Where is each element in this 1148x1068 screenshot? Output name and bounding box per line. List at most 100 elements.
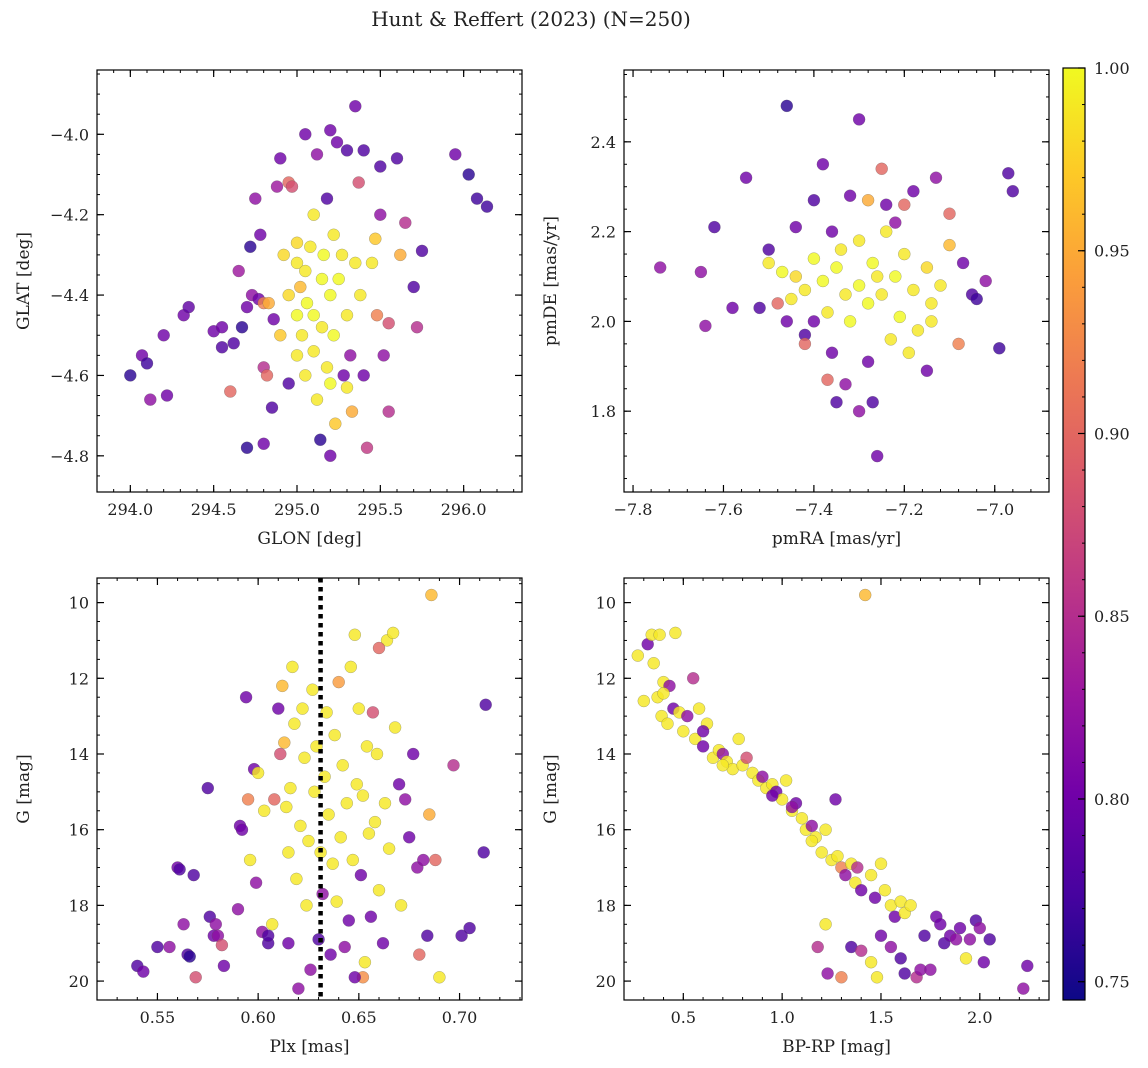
data-point (861, 297, 875, 310)
data-point (232, 264, 245, 278)
data-point (403, 831, 416, 844)
data-point (322, 808, 335, 821)
data-point (310, 148, 324, 161)
figure-title: Hunt & Reffert (2023) (N=250) (371, 7, 691, 31)
data-point (217, 959, 231, 973)
y-tick-label: 16 (69, 821, 89, 840)
data-point (274, 329, 287, 342)
data-point (830, 396, 843, 409)
data-point (904, 899, 917, 912)
data-point (834, 243, 848, 256)
data-point (348, 628, 361, 641)
data-point (382, 842, 396, 855)
x-tick-label: 295.5 (357, 500, 403, 519)
data-point (692, 702, 706, 715)
data-point (344, 660, 357, 674)
data-point (861, 355, 875, 368)
data-point (677, 725, 690, 738)
data-point (334, 831, 347, 844)
data-point (463, 921, 476, 935)
data-point (374, 208, 387, 221)
data-point (335, 248, 349, 262)
x-tick-label: −7.6 (704, 500, 743, 519)
data-point (647, 657, 660, 670)
data-point (696, 740, 710, 753)
data-point (953, 921, 967, 935)
data-point (187, 868, 200, 882)
data-point (779, 774, 793, 787)
data-point (756, 770, 769, 783)
x-axis-label: BP-RP [mag] (782, 1037, 891, 1057)
data-point (328, 728, 341, 742)
data-point (240, 441, 254, 454)
data-point (284, 781, 297, 795)
data-point (762, 243, 775, 256)
data-point (124, 369, 137, 382)
data-point (878, 884, 892, 897)
data-point (350, 778, 363, 791)
data-point (336, 759, 349, 772)
data-point (776, 265, 789, 279)
data-point (354, 868, 368, 882)
data-point (479, 698, 492, 711)
data-point (789, 220, 802, 234)
data-point (349, 256, 362, 270)
data-point (356, 789, 370, 802)
data-point (299, 264, 312, 278)
data-point (740, 751, 753, 764)
data-point (317, 248, 330, 262)
data-point (831, 850, 844, 863)
data-point (631, 649, 644, 662)
data-point (332, 272, 345, 286)
data-point (282, 288, 295, 302)
data-point (330, 895, 343, 908)
data-point (296, 702, 309, 715)
data-point (771, 297, 784, 310)
data-point (337, 369, 350, 382)
data-point (934, 279, 947, 292)
data-point (880, 225, 893, 238)
data-point (282, 377, 295, 390)
data-point (300, 296, 314, 310)
data-point (815, 846, 828, 859)
y-tick-label: 2.2 (591, 223, 616, 242)
data-point (657, 687, 670, 700)
data-point (240, 300, 254, 314)
data-point (346, 853, 359, 867)
data-point (267, 313, 280, 326)
data-point (307, 208, 320, 221)
data-point (140, 357, 154, 370)
data-point (884, 333, 897, 346)
data-point (324, 124, 337, 137)
colorbar-tick-label: 0.90 (1094, 424, 1130, 443)
data-point (294, 280, 307, 294)
data-point (943, 207, 956, 220)
data-point (880, 198, 893, 211)
data-point (852, 279, 866, 292)
data-point (285, 180, 299, 193)
data-point (681, 709, 694, 723)
data-point (653, 628, 666, 641)
data-point (1017, 982, 1030, 995)
data-point (821, 373, 834, 386)
colorbar-tick-label: 0.85 (1094, 607, 1130, 626)
data-point (358, 956, 372, 969)
y-axis-label: pmDE [mas/yr] (541, 216, 561, 346)
panel-cmd: 0.5 1.0 1.5 2.0 10 12 14 16 18 20 BP-RP [mag] G [ma… (541, 577, 1050, 1057)
y-axis-label: G [mag] (541, 754, 561, 823)
data-point (370, 747, 384, 761)
data-point (429, 853, 442, 867)
data-point (268, 793, 281, 806)
data-point (410, 321, 424, 334)
data-point (157, 329, 170, 342)
axes-frame (96, 69, 523, 493)
data-point (871, 449, 884, 463)
data-point (324, 449, 337, 462)
y-tick-label: 1.8 (591, 402, 616, 421)
data-point (716, 759, 729, 772)
data-point (911, 324, 925, 337)
data-point (258, 804, 271, 817)
data-point (819, 918, 832, 931)
data-point (304, 240, 317, 254)
data-point (830, 261, 843, 274)
